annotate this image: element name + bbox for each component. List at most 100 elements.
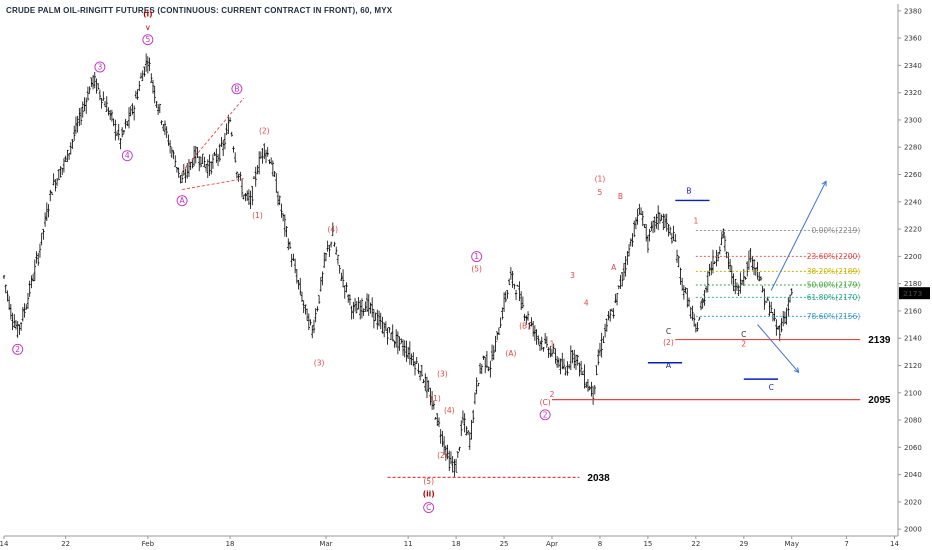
wave-label: 4 bbox=[584, 298, 589, 307]
price-tick-label: 2360 bbox=[904, 35, 922, 43]
wave-label: (3) bbox=[437, 369, 448, 378]
price-tick-label: 2340 bbox=[904, 62, 922, 70]
price-tick-label: 2040 bbox=[904, 471, 922, 479]
wave-label: C bbox=[666, 327, 671, 336]
level-label-2095: 2095 bbox=[868, 395, 891, 406]
wave-label: A bbox=[180, 196, 186, 205]
wave-label: 2 bbox=[550, 390, 555, 399]
time-tick-label: 8 bbox=[598, 540, 602, 548]
price-tick-label: 2320 bbox=[904, 89, 922, 97]
wave-label: v bbox=[146, 23, 151, 32]
wave-label: B bbox=[686, 187, 691, 196]
wave-label: 1 bbox=[550, 339, 555, 348]
wave-label: (B) bbox=[519, 322, 530, 331]
price-tick-label: 2060 bbox=[904, 444, 922, 452]
level-label-2038: 2038 bbox=[587, 473, 610, 484]
wave-label: 2 bbox=[741, 339, 746, 348]
price-tick-label: 2020 bbox=[904, 498, 922, 506]
wave-label: 1 bbox=[693, 217, 698, 226]
time-tick-label: 14 bbox=[890, 540, 899, 548]
wave-label: 3 bbox=[570, 271, 575, 280]
wave-label: (2) bbox=[437, 451, 448, 460]
triangle-upper-line bbox=[181, 97, 245, 173]
wave-label-circle bbox=[94, 61, 106, 73]
price-tick-label: 2200 bbox=[904, 253, 922, 261]
price-tick-label: 2380 bbox=[904, 7, 922, 15]
time-tick-label: 11 bbox=[404, 540, 413, 548]
projection-arrow-head bbox=[821, 180, 827, 187]
last-price-badge bbox=[899, 287, 930, 300]
wave-label: (1) bbox=[595, 174, 606, 183]
time-tick-label: Apr bbox=[546, 540, 558, 548]
time-tick-label: 18 bbox=[452, 540, 461, 548]
wave-label: C bbox=[769, 383, 774, 392]
wave-label: C bbox=[426, 503, 431, 512]
wave-label: B bbox=[618, 192, 623, 201]
fib-label: 61.80%(2170) bbox=[807, 293, 861, 302]
wave-label: 5 bbox=[598, 188, 603, 197]
level-label-2139: 2139 bbox=[868, 335, 891, 346]
wave-label: (C) bbox=[540, 398, 551, 407]
wave-label: (A) bbox=[505, 349, 516, 358]
wave-label: C bbox=[741, 330, 746, 339]
wave-label: (5) bbox=[471, 264, 482, 273]
wave-label-circle bbox=[423, 502, 435, 514]
price-tick-label: 2300 bbox=[904, 116, 922, 124]
price-tick-label: 2120 bbox=[904, 362, 922, 370]
time-tick-label: Mar bbox=[319, 540, 332, 548]
wave-label: (i) bbox=[143, 9, 152, 18]
wave-label-circle bbox=[539, 409, 551, 421]
wave-label: (2) bbox=[259, 127, 270, 136]
projection-arrow bbox=[757, 324, 799, 373]
wave-label: (ii) bbox=[423, 489, 435, 498]
time-tick-label: 22 bbox=[691, 540, 700, 548]
chart-title: CRUDE PALM OIL-RINGITT FUTURES (CONTINUO… bbox=[6, 6, 393, 15]
time-tick-label: 25 bbox=[500, 540, 509, 548]
wave-label: (1) bbox=[430, 394, 441, 403]
time-tick-label: May bbox=[785, 540, 799, 548]
fib-label: 78.60%(2156) bbox=[807, 312, 861, 321]
wave-label: 1 bbox=[474, 252, 479, 261]
last-price-label: 2173 bbox=[903, 290, 923, 298]
projection-arrow bbox=[770, 181, 827, 291]
time-tick-label: 29 bbox=[739, 540, 748, 548]
fib-label: 38.20%(2189) bbox=[807, 267, 861, 276]
wave-label-circle bbox=[12, 343, 24, 355]
wave-label: (2) bbox=[663, 338, 674, 347]
price-tick-label: 2100 bbox=[904, 389, 922, 397]
price-tick-label: 2140 bbox=[904, 335, 922, 343]
wave-label: 2 bbox=[15, 345, 20, 354]
price-tick-label: 2000 bbox=[904, 526, 922, 534]
price-tick-label: 2220 bbox=[904, 226, 922, 234]
price-tick-label: 2080 bbox=[904, 417, 922, 425]
wave-label: (3) bbox=[314, 358, 325, 367]
wave-label: 4 bbox=[125, 151, 130, 160]
wave-label-circle bbox=[176, 195, 188, 207]
price-tick-label: 2280 bbox=[904, 144, 922, 152]
wave-label: A bbox=[611, 263, 617, 272]
time-tick-label: 15 bbox=[643, 540, 652, 548]
price-tick-label: 2240 bbox=[904, 198, 922, 206]
wave-label-circle bbox=[471, 251, 483, 263]
wave-label: (1) bbox=[252, 211, 263, 220]
wave-label: 3 bbox=[98, 62, 103, 71]
projection-arrow-head bbox=[793, 367, 800, 374]
price-tick-label: 2160 bbox=[904, 307, 922, 315]
wave-label-circle bbox=[121, 150, 133, 162]
price-tick-label: 2180 bbox=[904, 280, 922, 288]
time-tick-label: 22 bbox=[61, 540, 70, 548]
wave-label: A bbox=[666, 361, 672, 370]
wave-label: 2 bbox=[543, 410, 548, 419]
time-tick-label: 18 bbox=[226, 540, 235, 548]
time-tick-label: 7 bbox=[844, 540, 848, 548]
wave-label: (5) bbox=[423, 477, 434, 486]
wave-label-circle bbox=[142, 34, 154, 46]
wave-label-circle bbox=[231, 83, 243, 95]
wave-label: B bbox=[234, 84, 239, 93]
fib-label: 0.00%(2219) bbox=[811, 226, 860, 235]
triangle-lower-line bbox=[182, 178, 244, 190]
wave-label: 5 bbox=[145, 35, 150, 44]
fib-label: 23.60%(2200) bbox=[807, 252, 861, 261]
wave-label: A bbox=[700, 297, 706, 306]
